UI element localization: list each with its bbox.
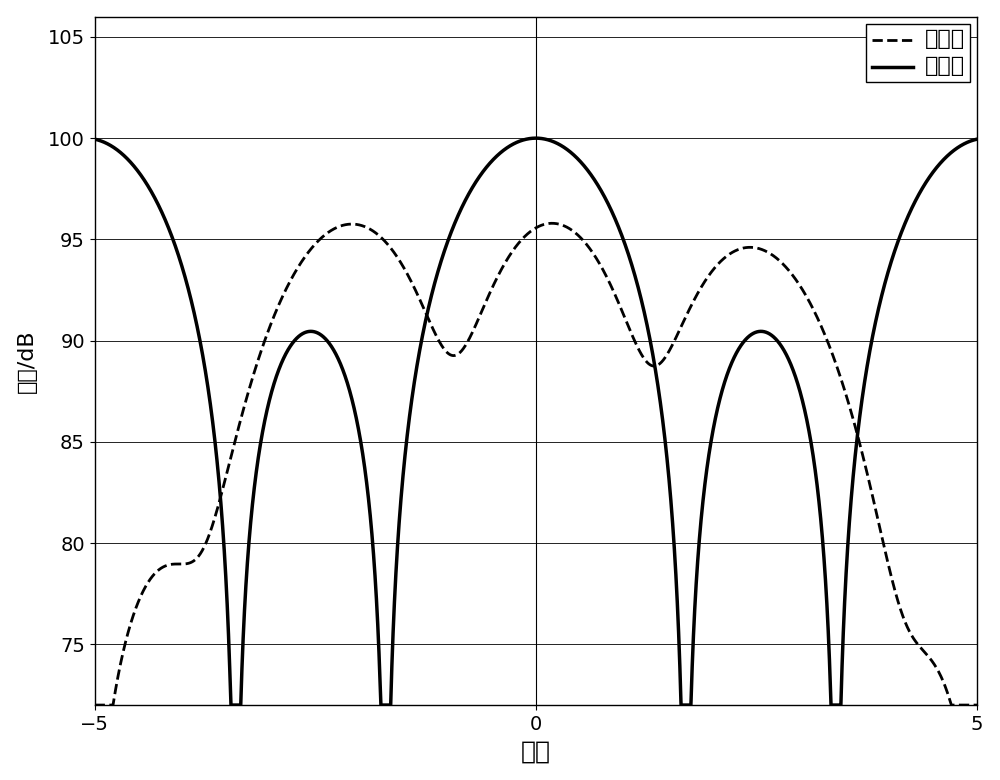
Y-axis label: 幅度/dB: 幅度/dB bbox=[17, 329, 37, 392]
补唇后 bbox=[125, 158, 137, 168]
补唇后 bbox=[530, 133, 542, 143]
补唇后 bbox=[93, 136, 105, 145]
X-axis label: 角度: 角度 bbox=[521, 739, 551, 764]
补唇后 bbox=[971, 134, 983, 144]
补唇前 bbox=[125, 617, 137, 626]
补唇后 bbox=[225, 700, 237, 710]
补唇后 bbox=[89, 134, 101, 144]
补唇后 bbox=[924, 171, 936, 180]
补唇前 bbox=[924, 654, 936, 664]
Line: 补唇后: 补唇后 bbox=[95, 138, 977, 705]
补唇前 bbox=[262, 328, 274, 337]
补唇后 bbox=[262, 402, 274, 412]
Legend: 补唇前, 补唇后: 补唇前, 补唇后 bbox=[866, 23, 970, 82]
补唇后 bbox=[141, 180, 153, 190]
补唇前 bbox=[520, 231, 532, 240]
补唇前 bbox=[89, 700, 101, 710]
补唇前 bbox=[546, 218, 558, 228]
补唇前 bbox=[141, 579, 153, 588]
Line: 补唇前: 补唇前 bbox=[95, 223, 977, 705]
补唇前 bbox=[971, 700, 983, 710]
补唇前 bbox=[93, 700, 105, 710]
补唇后 bbox=[520, 135, 532, 144]
